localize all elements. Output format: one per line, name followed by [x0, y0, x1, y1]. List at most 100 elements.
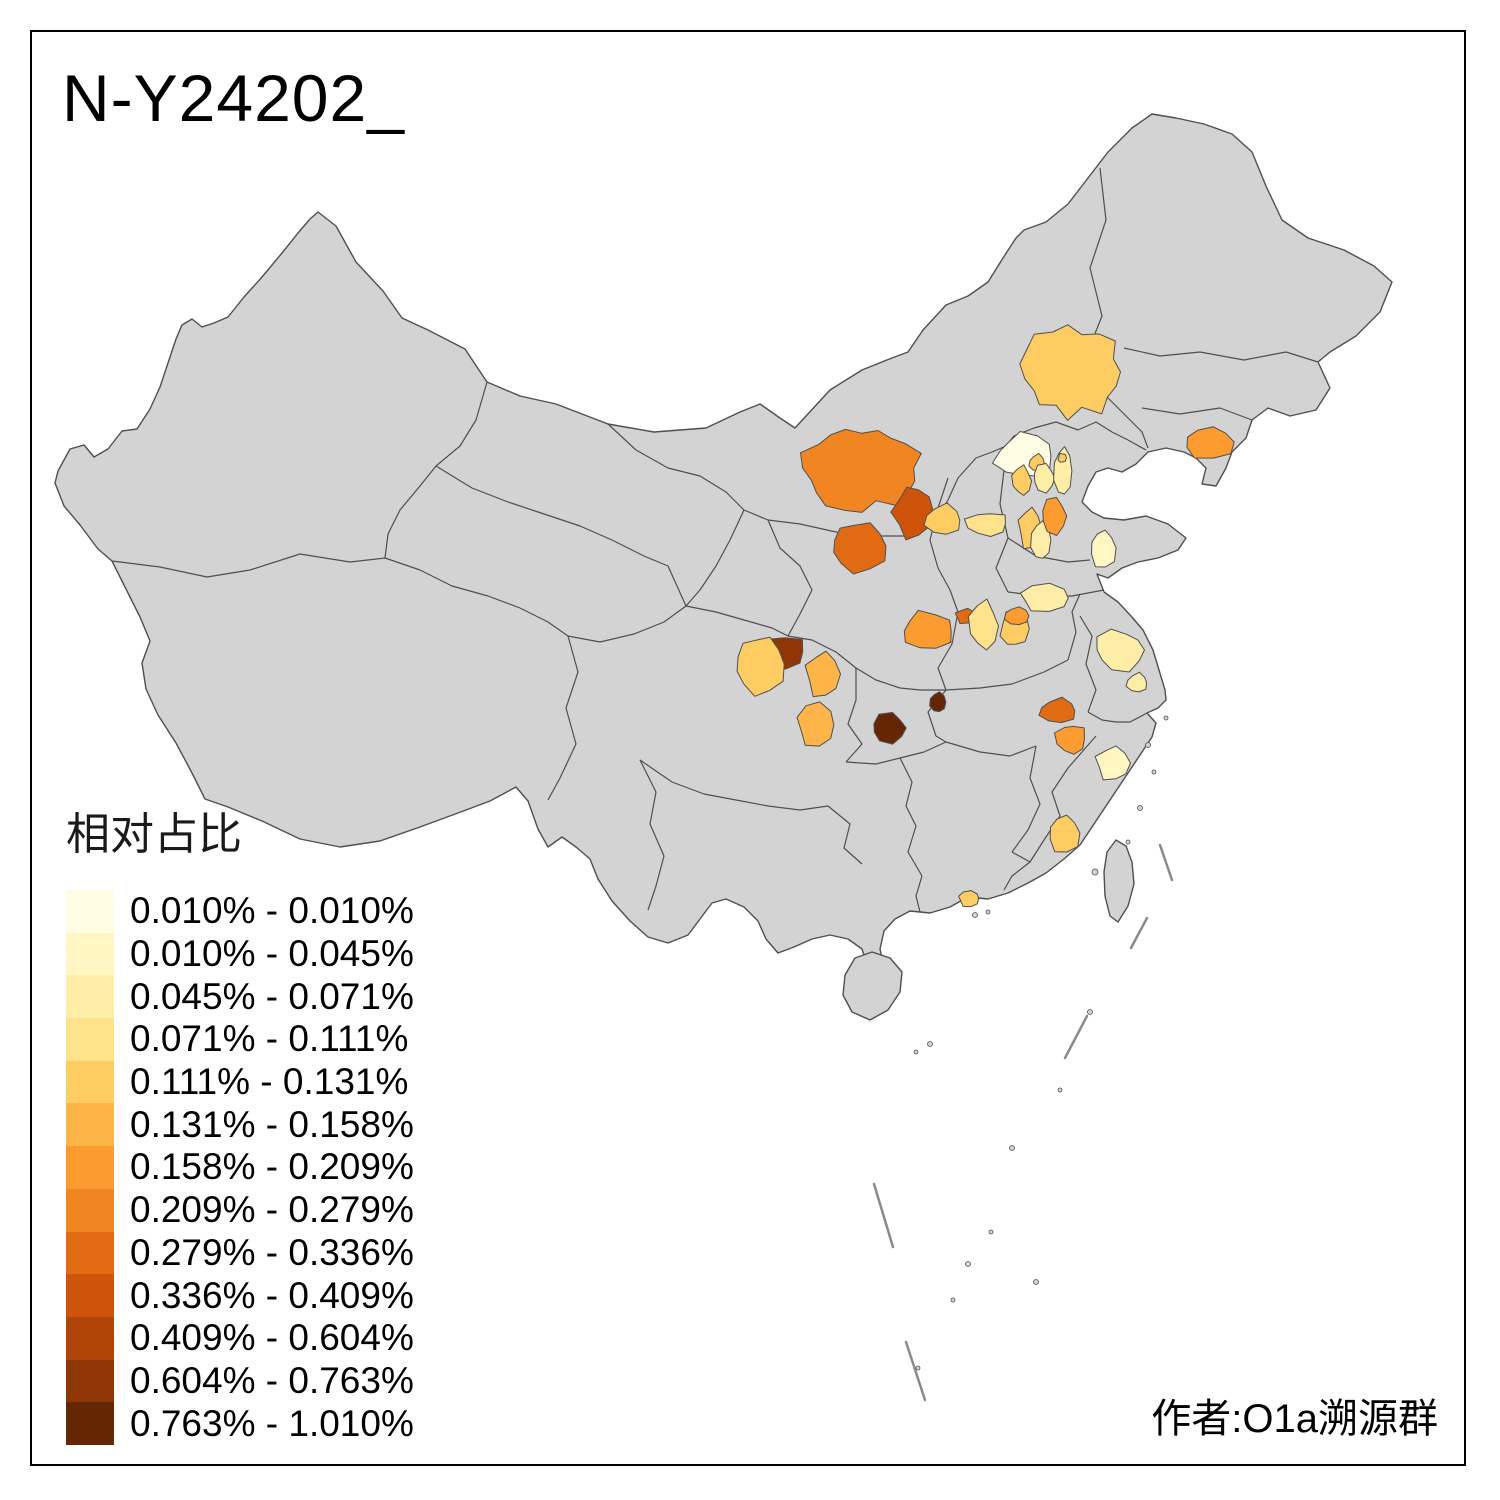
legend-item: 0.045% - 0.071%: [66, 975, 414, 1019]
legend-item-label: 0.010% - 0.045%: [130, 933, 414, 975]
province-border: [845, 668, 863, 763]
map-region-liaoning-coast: [1186, 426, 1235, 459]
legend-swatch: [66, 975, 114, 1019]
map-region-shaanxi-xianyang: [967, 598, 999, 651]
legend-swatch: [66, 1231, 114, 1275]
province-border: [685, 509, 745, 607]
legend-swatch: [66, 1359, 114, 1403]
map-region-jiangxi-nw-orange: [1054, 725, 1085, 755]
province-border: [767, 519, 813, 637]
legend-item-label: 0.604% - 0.763%: [130, 1359, 414, 1401]
legend-swatch: [66, 932, 114, 976]
province-border: [915, 875, 923, 913]
legend-item: 0.010% - 0.045%: [66, 932, 414, 976]
nine-dash-line-segment: [1129, 916, 1149, 950]
map-region-hubei-shennongjia: [929, 691, 947, 713]
province-border: [827, 805, 863, 865]
nine-dash-line-segment: [904, 1340, 927, 1402]
small-island: [1137, 805, 1143, 811]
sea-features-layer: [872, 715, 1174, 1402]
legend: 相对占比 0.010% - 0.010% 0.010% - 0.045% 0.045…: [66, 798, 414, 1445]
legend-item-label: 0.409% - 0.604%: [130, 1317, 414, 1359]
legend-swatch: [66, 1018, 114, 1061]
province-border: [639, 759, 665, 911]
legend-swatch: [66, 1060, 114, 1104]
map-region-hebei-west: [1011, 464, 1033, 496]
map-title: N-Y24202_: [62, 61, 405, 135]
legend-item: 0.010% - 0.010%: [66, 890, 414, 933]
colored-regions-layer: [736, 324, 1235, 908]
map-region-henan-north-pale: [1019, 582, 1069, 612]
map-region-chongqing-w-orange: [796, 701, 835, 747]
legend-swatch: [66, 1103, 114, 1147]
small-island: [1033, 1279, 1039, 1285]
nine-dash-line-segment: [872, 1182, 895, 1249]
legend-swatch: [66, 1188, 114, 1232]
small-island: [1091, 868, 1099, 876]
map-region-shaanxi-north: [833, 522, 887, 575]
legend-item: 0.279% - 0.336%: [66, 1231, 414, 1275]
province-border: [111, 553, 386, 578]
legend-item: 0.763% - 1.010%: [66, 1402, 414, 1445]
map-region-shaanxi-weinan-n: [1004, 606, 1030, 626]
map-region-shandong-north: [1042, 496, 1068, 536]
province-border: [685, 605, 946, 691]
legend-swatch: [66, 890, 114, 933]
province-border: [945, 659, 1069, 691]
legend-item-label: 0.045% - 0.071%: [130, 975, 414, 1017]
legend-item: 0.604% - 0.763%: [66, 1359, 414, 1403]
small-island: [1009, 1145, 1015, 1151]
province-border: [1067, 735, 1097, 769]
legend-swatch: [66, 1402, 114, 1445]
small-island: [1057, 1087, 1063, 1093]
legend-item-label: 0.763% - 1.010%: [130, 1402, 414, 1444]
province-border: [929, 477, 959, 613]
map-region-hebei-south-pale: [1033, 463, 1056, 494]
small-island: [1125, 839, 1131, 845]
map-region-sichuan-n-yellow: [736, 636, 785, 697]
legend-item-label: 0.071% - 0.111%: [130, 1018, 409, 1060]
legend-item: 0.209% - 0.279%: [66, 1188, 414, 1232]
legend-item: 0.131% - 0.158%: [66, 1103, 414, 1147]
province-border: [1003, 861, 1031, 891]
province-border: [899, 757, 923, 877]
legend-item-label: 0.131% - 0.158%: [130, 1103, 414, 1145]
taiwan-island: [1103, 839, 1135, 923]
province-border: [1079, 615, 1097, 713]
province-border: [547, 635, 579, 801]
province-border: [607, 421, 1147, 537]
legend-item: 0.336% - 0.409%: [66, 1274, 414, 1317]
map-region-zhejiang-pale: [1094, 745, 1131, 781]
map-region-ordos: [800, 428, 922, 513]
legend-item-label: 0.336% - 0.409%: [130, 1274, 414, 1316]
legend-swatch: [66, 1274, 114, 1317]
legend-item-label: 0.010% - 0.010%: [130, 890, 414, 932]
province-border: [1123, 347, 1319, 363]
legend-item-label: 0.209% - 0.279%: [130, 1189, 414, 1231]
small-island: [1145, 742, 1151, 748]
author-credit: 作者:O1a溯源群: [1151, 1397, 1438, 1441]
map-region-shandong-east-pale: [1091, 529, 1117, 568]
legend-item-label: 0.158% - 0.209%: [130, 1146, 414, 1188]
province-border: [567, 605, 687, 643]
small-island: [927, 1041, 933, 1047]
province-border: [945, 741, 1037, 757]
map-region-tianjin-north-dot: [1057, 452, 1067, 463]
province-border: [1067, 593, 1081, 661]
small-island: [965, 1261, 971, 1267]
province-border: [639, 759, 829, 811]
map-region-shaanxi-baoji: [903, 609, 952, 649]
small-island: [913, 1049, 919, 1055]
legend-item: 0.158% - 0.209%: [66, 1146, 414, 1189]
map-region-hubei-sw-darkest: [873, 712, 907, 745]
map-region-hebei-shijiazhuang: [923, 502, 961, 535]
map-region-shanxi-west-dark: [890, 486, 934, 541]
small-island: [1151, 769, 1157, 775]
map-region-jiangxi-north-dark: [1038, 696, 1076, 724]
legend-title: 相对占比: [66, 810, 242, 859]
legend-swatch: [66, 1316, 114, 1360]
map-region-inner-mongolia-ne: [1019, 324, 1121, 421]
legend-item-label: 0.111% - 0.131%: [130, 1061, 409, 1103]
small-island: [1087, 1009, 1093, 1015]
